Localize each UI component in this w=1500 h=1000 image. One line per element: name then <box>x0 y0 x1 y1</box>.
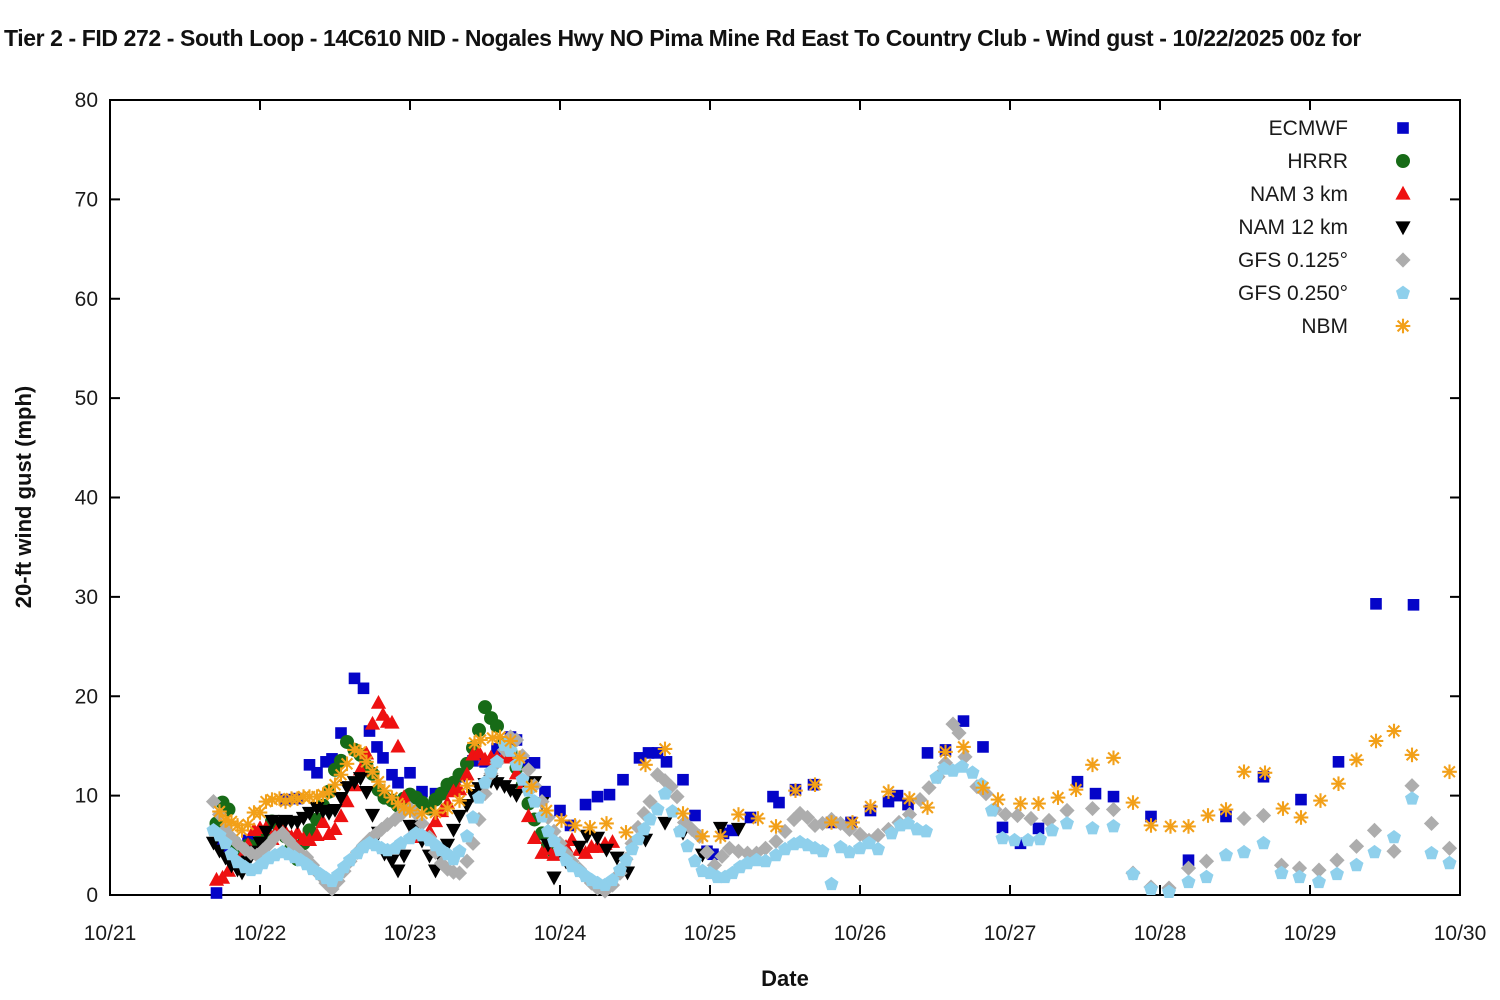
y-tick-label: 80 <box>75 89 98 112</box>
legend-marker-nam-3-km-icon <box>1395 185 1411 200</box>
chart-title: Tier 2 - FID 272 - South Loop - 14C610 N… <box>4 25 1361 51</box>
legend-label-nbm: NBM <box>1301 315 1348 338</box>
x-tick-label: 10/26 <box>834 922 887 945</box>
legend-marker-nam-12-km-icon <box>1395 221 1411 236</box>
y-tick-label: 30 <box>75 586 98 609</box>
legend-marker-gfs-0-125-icon <box>1395 252 1411 268</box>
x-tick-label: 10/29 <box>1284 922 1337 945</box>
legend-label-ecmwf: ECMWF <box>1269 117 1348 140</box>
legend-marker-gfs-0-250-icon <box>1396 285 1410 299</box>
y-tick-label: 10 <box>75 785 98 808</box>
y-axis-title: 20-ft wind gust (mph) <box>11 386 36 608</box>
x-axis-title: Date <box>761 966 809 991</box>
legend-label-nam-12-km: NAM 12 km <box>1238 216 1348 239</box>
legend-label-gfs-0-125: GFS 0.125° <box>1238 249 1348 272</box>
x-tick-label: 10/30 <box>1434 922 1487 945</box>
legend-item-hrrr: HRRR <box>1287 150 1410 173</box>
legend-marker-nbm-icon <box>1395 318 1411 334</box>
y-tick-label: 60 <box>75 288 98 311</box>
y-tick-label: 0 <box>86 884 98 907</box>
legend-item-nam-12-km: NAM 12 km <box>1238 216 1411 239</box>
x-tick-label: 10/24 <box>534 922 587 945</box>
legend-label-hrrr: HRRR <box>1287 150 1348 173</box>
x-tick-label: 10/21 <box>84 922 137 945</box>
y-tick-label: 70 <box>75 188 98 211</box>
series-gfs-0-250 <box>206 737 1457 898</box>
x-tick-label: 10/23 <box>384 922 437 945</box>
y-tick-label: 50 <box>75 387 98 410</box>
x-tick-label: 10/27 <box>984 922 1037 945</box>
y-tick-label: 20 <box>75 685 98 708</box>
legend-label-nam-3-km: NAM 3 km <box>1250 183 1348 206</box>
legend-item-gfs-0-250: GFS 0.250° <box>1238 282 1410 305</box>
legend-item-nam-3-km: NAM 3 km <box>1250 183 1411 206</box>
legend-item-nbm: NBM <box>1301 315 1411 338</box>
chart-legend: ECMWF HRRR NAM 3 km NAM 12 km GFS 0.125° GFS … <box>1238 117 1411 338</box>
legend-label-gfs-0-250: GFS 0.250° <box>1238 282 1348 305</box>
x-tick-label: 10/22 <box>234 922 287 945</box>
x-tick-label: 10/28 <box>1134 922 1187 945</box>
series-nbm <box>212 723 1457 844</box>
x-tick-label: 10/25 <box>684 922 737 945</box>
legend-item-ecmwf: ECMWF <box>1269 117 1409 140</box>
legend-item-gfs-0-125: GFS 0.125° <box>1238 249 1411 272</box>
y-tick-label: 40 <box>75 487 98 510</box>
plot-area: 10/21 10/22 10/23 10/24 10/25 10/26 10/27 10/28… <box>75 89 1487 945</box>
legend-marker-ecmwf-icon <box>1397 122 1409 134</box>
legend-marker-hrrr-icon <box>1396 154 1410 168</box>
